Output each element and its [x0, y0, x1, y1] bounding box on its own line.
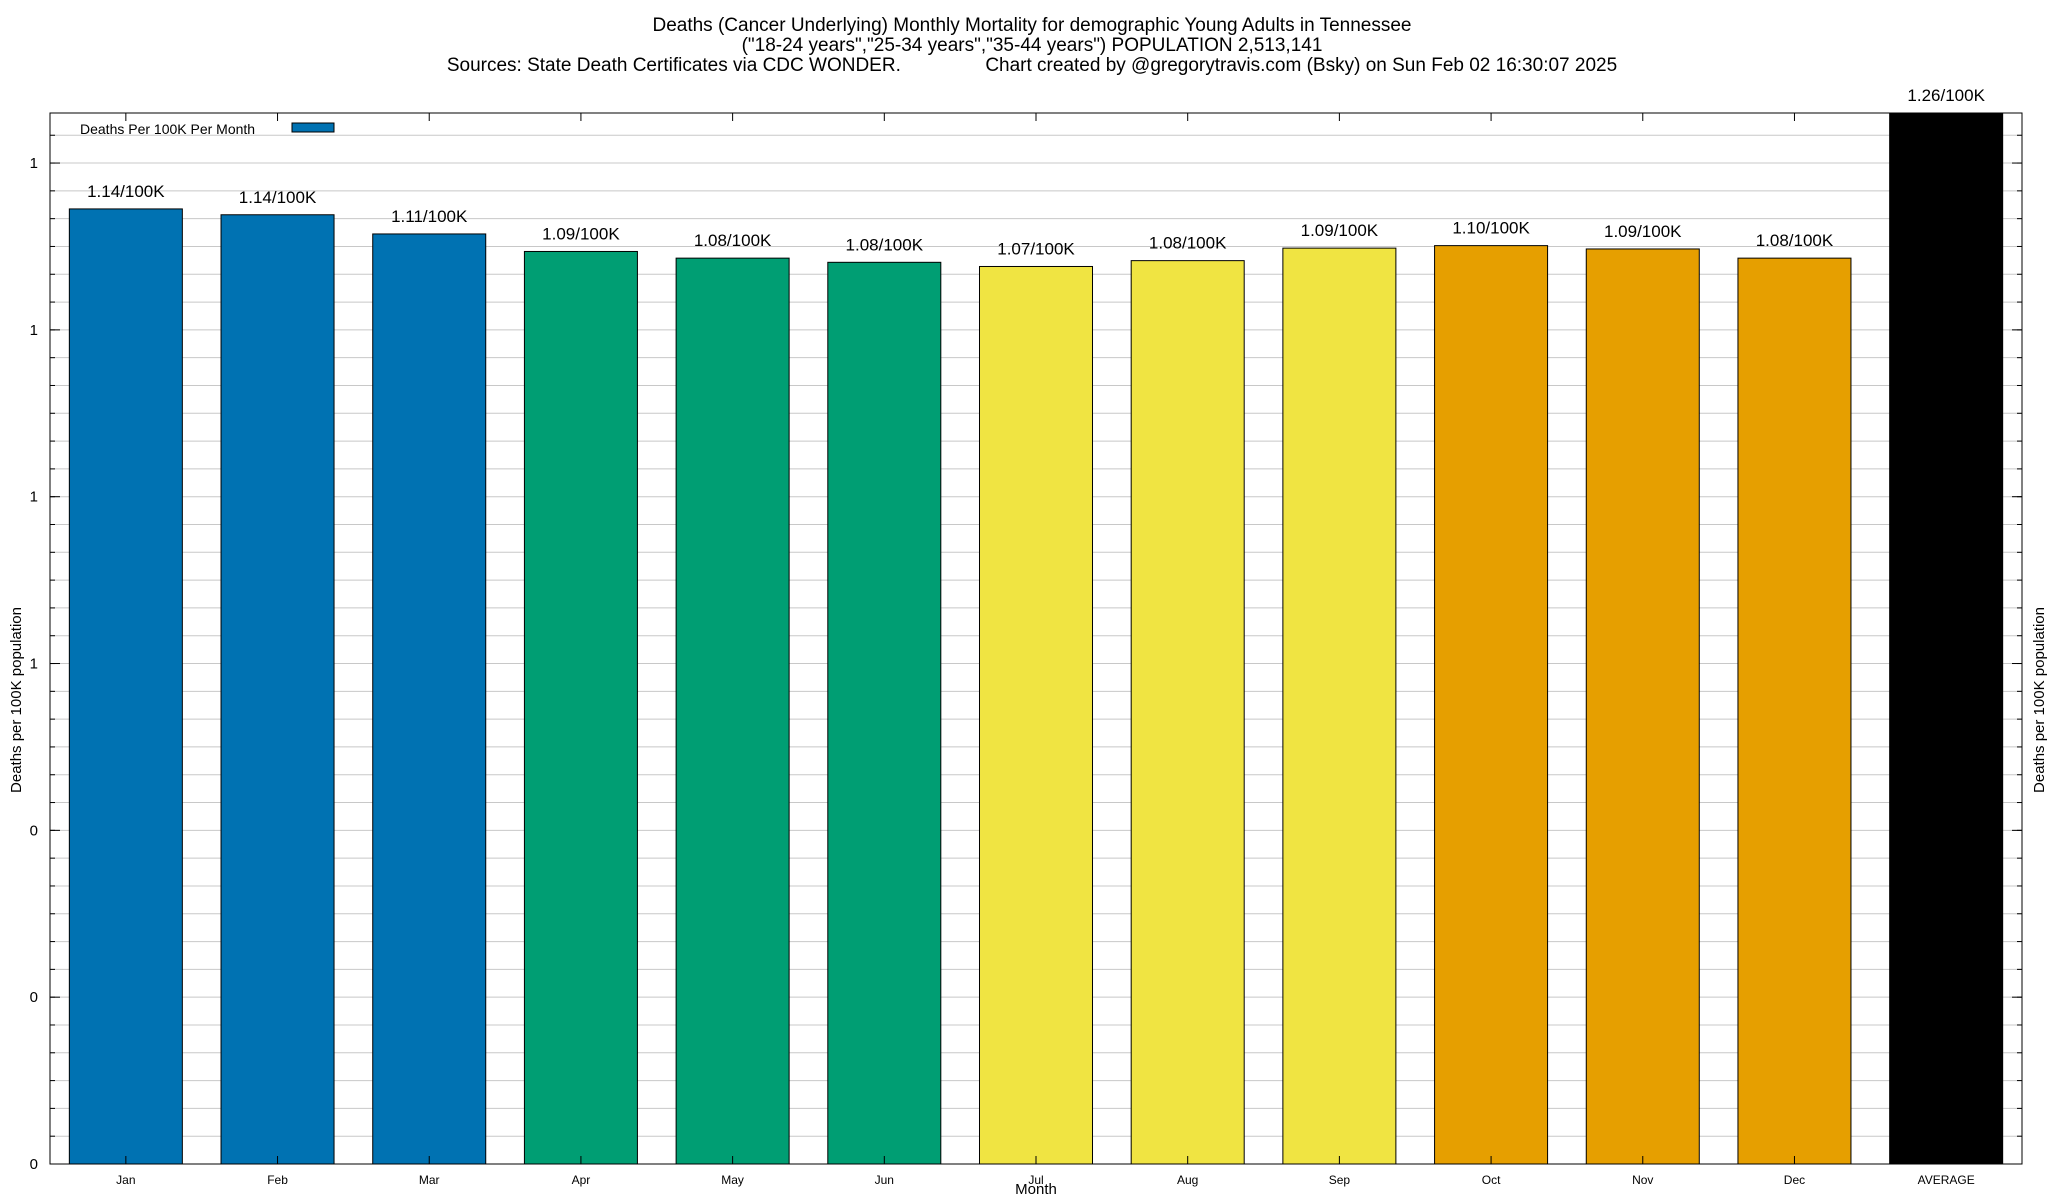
y-tick-label: 0: [30, 989, 38, 1006]
data-label-nov: 1.09/100K: [1604, 222, 1682, 241]
bar-nov: [1585, 248, 1700, 1165]
bar-apr: [523, 250, 638, 1165]
bar-aug: [1130, 260, 1245, 1165]
x-tick-label-feb: Feb: [267, 1173, 288, 1187]
y-tick-label: 1: [30, 322, 38, 339]
bar-feb: [220, 214, 335, 1165]
data-label-mar: 1.11/100K: [391, 207, 468, 226]
x-tick-label-aug: Aug: [1177, 1173, 1198, 1187]
x-tick-label-mar: Mar: [419, 1173, 440, 1187]
data-labels: 1.14/100K 1.14/100K 1.11/100K 1.09/100K 1.08…: [87, 86, 1985, 258]
x-tick-label-dec: Dec: [1784, 1173, 1805, 1187]
bars: [68, 112, 2004, 1165]
legend-swatch: [291, 122, 335, 133]
x-tick-label-oct: Oct: [1482, 1173, 1501, 1187]
chart-title: Deaths (Cancer Underlying) Monthly Morta…: [447, 15, 1617, 76]
bar-mar: [372, 233, 487, 1165]
x-tick-label-average: AVERAGE: [1918, 1173, 1975, 1187]
data-label-aug: 1.08/100K: [1149, 234, 1227, 253]
data-label-jul: 1.07/100K: [997, 239, 1075, 258]
title-line-2: ("18-24 years","25-34 years","35-44 year…: [742, 35, 1323, 56]
y-tick-label: 1: [30, 489, 38, 506]
data-label-may: 1.08/100K: [694, 231, 772, 250]
bar-jun: [827, 261, 942, 1165]
bar-may: [675, 257, 790, 1165]
data-label-feb: 1.14/100K: [239, 188, 317, 207]
title-line-3: Sources: State Death Certificates via CD…: [447, 55, 1617, 76]
data-label-dec: 1.08/100K: [1756, 231, 1834, 250]
data-label-oct: 1.10/100K: [1452, 219, 1530, 238]
bar-oct: [1434, 245, 1549, 1165]
bar-sep: [1282, 247, 1397, 1165]
y-tick-label: 1: [30, 656, 38, 673]
x-tick-label-jan: Jan: [116, 1173, 135, 1187]
data-label-average: 1.26/100K: [1907, 86, 1985, 105]
x-tick-label-nov: Nov: [1632, 1173, 1653, 1187]
data-label-jan: 1.14/100K: [87, 182, 165, 201]
title-line-1: Deaths (Cancer Underlying) Monthly Morta…: [652, 15, 1411, 36]
x-tick-label-sep: Sep: [1329, 1173, 1351, 1187]
x-tick-label-jun: Jun: [875, 1173, 894, 1187]
y-axis-label: Deaths per 100K population: [8, 607, 25, 793]
legend: Deaths Per 100K Per Month: [80, 121, 335, 137]
data-label-apr: 1.09/100K: [542, 224, 620, 243]
x-axis-label: Month: [1015, 1181, 1057, 1198]
y-tick-label: 0: [30, 822, 38, 839]
data-label-jun: 1.08/100K: [846, 235, 924, 254]
y-axis-ticks: 0 0 0 1 1 1 1: [30, 134, 2022, 1173]
bar-jul: [978, 265, 1094, 1165]
x-tick-label-jul: Jul: [1028, 1173, 1043, 1187]
x-tick-label-may: May: [721, 1173, 744, 1187]
legend-label: Deaths Per 100K Per Month: [80, 121, 255, 137]
y-tick-label: 0: [30, 1156, 38, 1173]
bar-jan: [68, 208, 183, 1165]
x-tick-label-apr: Apr: [572, 1173, 591, 1187]
x-axis-ticks: Jan Feb Mar Apr May Jun Jul Aug Sep Oct Nov Dec AVER…: [116, 113, 1975, 1187]
bar-average: [1889, 112, 2004, 1165]
y-tick-label: 1: [30, 155, 38, 172]
data-label-sep: 1.09/100K: [1301, 221, 1379, 240]
bar-dec: [1737, 257, 1852, 1165]
y2-axis-label: Deaths per 100K population: [2031, 607, 2048, 793]
